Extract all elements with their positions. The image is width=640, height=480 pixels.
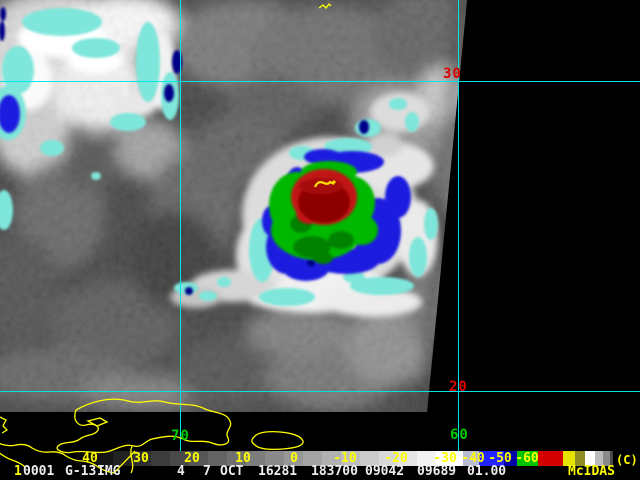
status-token-McIDAS: McIDAS <box>568 464 615 479</box>
colorbar-tick-20: 20 <box>184 451 200 466</box>
status-token-16281: 16281 <box>258 464 298 479</box>
status-token-4: 4 <box>177 464 185 479</box>
colorbar-segment-18 <box>417 451 436 466</box>
colorbar-segment-31 <box>610 451 613 466</box>
colorbar-segment-21 <box>463 451 479 466</box>
colorbar-segment-28 <box>585 451 595 466</box>
colorbar-tick-10: 10 <box>235 451 251 466</box>
colorbar-segment-11 <box>284 451 303 466</box>
status-token-0001: 0001 <box>23 464 55 479</box>
colorbar-segment-3 <box>132 451 151 466</box>
colorbar-segment-8 <box>227 451 246 466</box>
gridline-horizontal-81 <box>0 81 640 82</box>
enhancement-yellow-core <box>313 180 336 188</box>
colorbar-segment-17 <box>398 451 417 466</box>
status-token-IMG: IMG <box>97 464 121 479</box>
status-token-09042: 09042 <box>365 464 405 479</box>
colorbar-segment-6 <box>189 451 208 466</box>
colorbar-segment-23 <box>504 451 517 466</box>
status-token-OCT: OCT <box>220 464 244 479</box>
colorbar-segment-20 <box>455 451 463 466</box>
colorbar-tick-30: 30 <box>133 451 149 466</box>
colorbar-segment-15 <box>360 451 379 466</box>
status-token-1: 1 <box>14 464 22 479</box>
colorbar-tick-0: 0 <box>290 451 298 466</box>
colorbar-segment-30 <box>603 451 610 466</box>
ir-cloud-field <box>0 0 467 412</box>
colorbar-segment-9 <box>246 451 265 466</box>
colorbar-segment-27 <box>575 451 585 466</box>
gridline-vertical-458 <box>458 0 459 466</box>
gridline-horizontal-391 <box>0 391 640 392</box>
colorbar-segment-16 <box>379 451 398 466</box>
status-token-01.00: 01.00 <box>467 464 507 479</box>
colorbar-segment-26 <box>563 451 575 466</box>
colorbar-segment-19 <box>436 451 455 466</box>
colorbar-segment-14 <box>341 451 360 466</box>
enhancement-red <box>291 169 357 225</box>
colorbar-segment-4 <box>151 451 170 466</box>
status-token-G-13: G-13 <box>65 464 97 479</box>
gridline-vertical-180 <box>180 0 181 466</box>
colorbar-tick--60: -60 <box>515 451 539 466</box>
colorbar-tick--10: -10 <box>333 451 357 466</box>
colorbar-segment-25 <box>538 451 563 466</box>
colorbar-tick--50: -50 <box>488 451 512 466</box>
colorbar-tick--30: -30 <box>433 451 457 466</box>
colorbar-segment-13 <box>322 451 341 466</box>
colorbar-segment-24 <box>517 451 538 466</box>
colorbar-tick--20: -20 <box>384 451 408 466</box>
colorbar-segment-10 <box>265 451 284 466</box>
colorbar-segment-12 <box>303 451 322 466</box>
status-token-7: 7 <box>203 464 211 479</box>
colorbar-tick--40: -40 <box>461 451 485 466</box>
status-token-183700: 183700 <box>311 464 358 479</box>
colorbar-segment-7 <box>208 451 227 466</box>
colorbar-segment-22 <box>479 451 504 466</box>
status-token-09689: 09689 <box>417 464 457 479</box>
colorbar-segment-29 <box>595 451 603 466</box>
colorbar-segment-5 <box>170 451 189 466</box>
